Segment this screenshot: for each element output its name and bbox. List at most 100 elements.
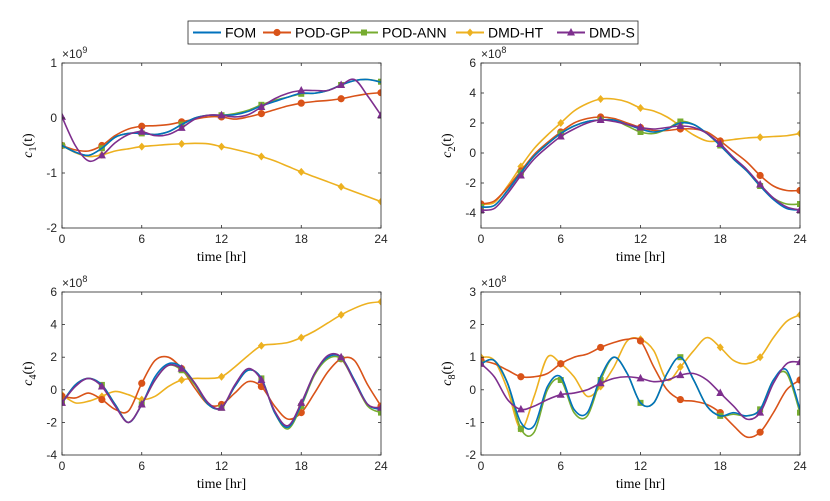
marker-dmd-ht [297,167,305,176]
x-tick-label: 24 [374,232,388,246]
marker-dmd-ht [178,139,186,148]
y-label-base: c [440,379,455,386]
axis-exponent-power: 8 [501,274,506,284]
y-tick-label: -2 [46,221,57,235]
marker-dmd-s [177,364,186,372]
axis-exponent-power: 8 [501,45,506,55]
marker-pod-gp [337,95,345,103]
marker-legend [567,28,575,36]
y-tick-label: 3 [469,285,476,299]
marker-legend [361,29,367,36]
marker-dmd-ht [796,129,800,138]
marker-dmd-s [217,110,226,119]
x-tick-label: 0 [478,459,485,473]
y-label-sub: 2 [447,147,458,152]
marker-dmd-s [217,403,226,411]
marker-dmd-s [596,378,605,387]
marker-dmd-s [756,408,765,416]
legend-item-pod-ann[interactable]: POD-ANN [350,25,447,41]
legend-item-pod-gp[interactable]: POD-GP [263,25,350,41]
series-group [481,310,800,439]
x-tick-label: 18 [295,459,309,473]
marker-dmd-s [297,86,306,94]
y-tick-label: 6 [50,285,57,299]
marker-dmd-s [257,375,266,384]
axis-exponent: ×108 [481,45,506,61]
marker-dmd-s [137,127,146,135]
axis-exponent: ×108 [481,274,506,290]
y-label-sub: 4 [28,375,39,380]
plot-area [481,63,800,228]
marker-pod-ann [378,409,381,416]
axis-exponent: ×108 [62,274,87,290]
marker-dmd-s [516,404,525,413]
y-label-base: c [440,151,455,158]
marker-dmd-s [596,115,605,123]
marker-pod-gp [98,395,106,404]
y-label-arg: (t) [440,361,455,375]
marker-dmd-s [796,205,800,213]
marker-pod-gp [557,360,565,368]
y-axis-label: c2(t) [440,133,458,158]
x-tick-label: 18 [714,232,728,246]
legend-item-dmd-s[interactable]: DMD-S [557,25,635,41]
x-tick-label: 6 [557,232,564,246]
marker-pod-gp [138,379,146,387]
series-line-fom [481,356,800,430]
marker-dmd-s [716,139,725,147]
legend-label: FOM [225,25,256,41]
y-tick-label: -4 [46,448,57,462]
y-tick-label: -1 [46,166,57,180]
x-tick-label: 0 [478,232,485,246]
y-label-base: c [21,379,36,386]
marker-dmd-ht [377,297,381,306]
x-axis-label: time [hr] [197,477,246,492]
y-axis-label: c4(t) [21,361,39,386]
y-tick-label: 0 [469,383,476,397]
y-axis-label: c1(t) [21,133,39,158]
y-label-arg: (t) [21,133,36,147]
legend-item-dmd-ht[interactable]: DMD-HT [456,25,544,41]
legend-label: POD-GP [295,25,350,41]
marker-dmd-s [636,373,645,382]
marker-dmd-ht [178,376,186,385]
marker-pod-ann [797,409,800,416]
marker-dmd-s [676,370,685,379]
y-tick-label: -4 [465,206,476,220]
marker-dmd-ht [337,182,345,191]
x-axis-label: time [hr] [616,477,665,492]
marker-dmd-ht [257,152,265,161]
x-tick-label: 24 [793,459,807,473]
y-tick-label: 1 [50,56,57,70]
y-tick-label: 0 [50,383,57,397]
marker-dmd-ht [756,353,764,362]
y-tick-label: 1 [469,350,476,364]
marker-dmd-s [716,388,725,397]
legend-item-fom[interactable]: FOM [193,25,256,41]
marker-pod-gp [597,343,605,352]
marker-dmd-ht [557,119,565,127]
x-tick-label: 24 [374,459,388,473]
y-tick-label: -2 [465,448,476,462]
legend-label: DMD-S [589,25,635,41]
y-tick-label: 6 [469,56,476,70]
marker-dmd-s [257,102,266,110]
marker-pod-ann [517,425,524,432]
marker-dmd-ht [257,341,265,350]
marker-dmd-ht [218,372,225,381]
marker-dmd-ht [337,310,345,319]
marker-pod-gp [676,395,684,404]
series-group [62,297,381,430]
marker-legend [273,28,281,37]
marker-dmd-ht [676,362,684,371]
y-tick-label: 0 [50,111,57,125]
marker-pod-gp [756,428,764,436]
marker-dmd-ht [297,333,305,342]
y-label-arg: (t) [440,133,455,147]
x-axis-label: time [hr] [616,250,665,265]
x-tick-label: 0 [59,232,66,246]
axis-exponent: ×109 [62,45,87,61]
